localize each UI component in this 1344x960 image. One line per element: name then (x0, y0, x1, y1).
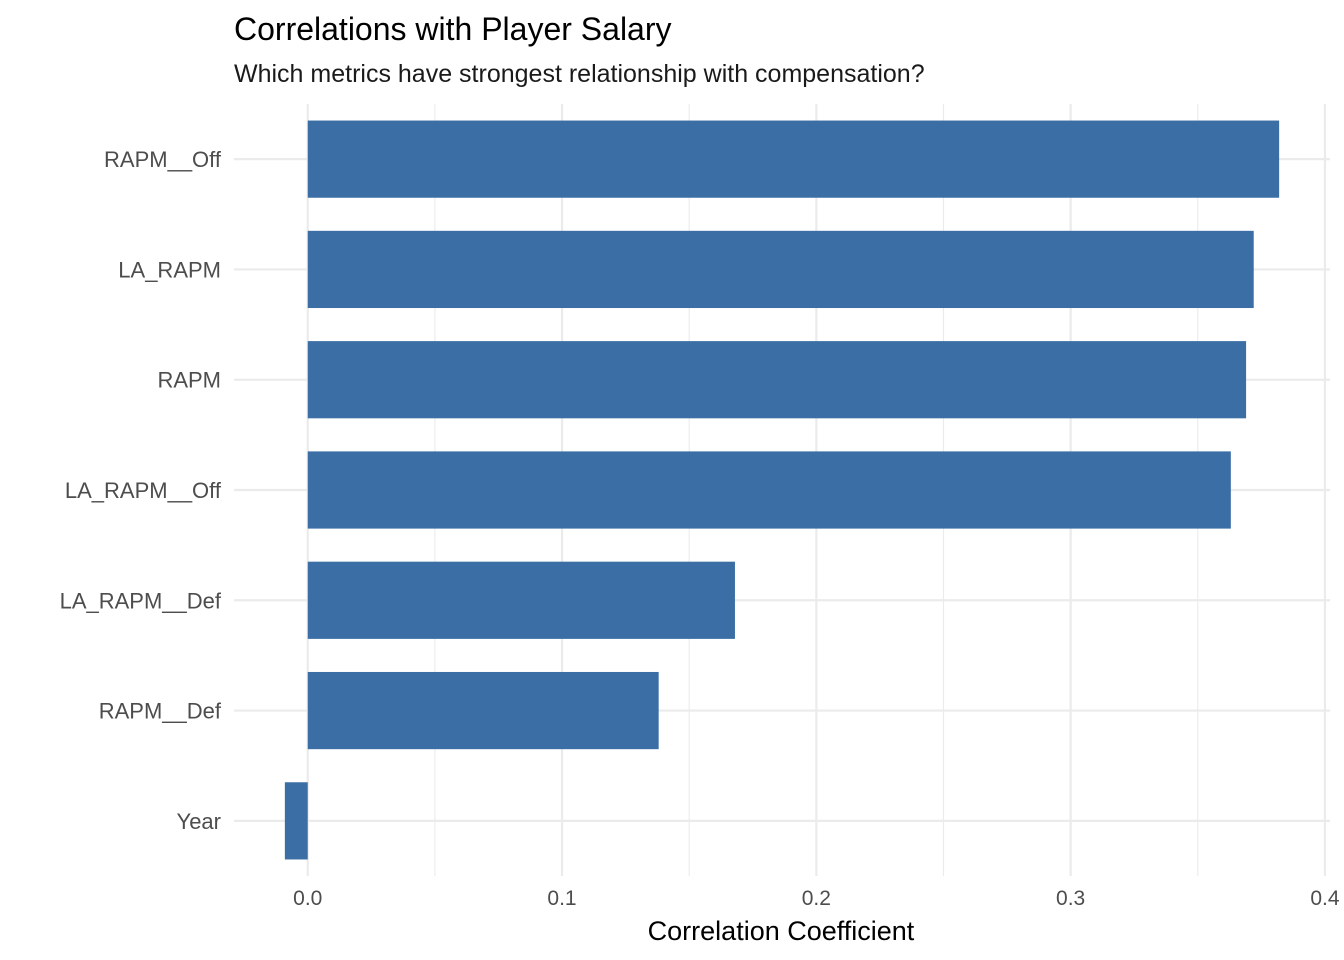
bar-rapm-off (307, 120, 1280, 198)
x-axis-label: Correlation Coefficient (648, 916, 915, 946)
x-tick-label: 0.4 (1310, 887, 1340, 910)
bars (284, 120, 1280, 860)
bar-la-rapm-off (307, 451, 1231, 529)
y-tick-label: Year (177, 809, 221, 834)
y-tick-label: RAPM (157, 368, 221, 393)
y-axis-tick-labels: RAPM__Off LA_RAPM RAPM LA_RAPM__Off LA_RAPM_… (60, 147, 222, 834)
bar-rapm-def (307, 671, 659, 750)
y-tick-label: LA_RAPM__Def (60, 588, 222, 613)
x-tick-label: 0.2 (802, 887, 831, 910)
x-axis-tick-labels: 0.0 0.1 0.2 0.3 0.4 (293, 887, 1340, 910)
bar-year (284, 782, 308, 860)
chart-subtitle: Which metrics have strongest relationshi… (234, 60, 925, 88)
y-tick-label: RAPM__Def (99, 699, 222, 724)
chart-title: Correlations with Player Salary (234, 11, 672, 47)
y-tick-label: LA_RAPM__Off (65, 478, 222, 503)
bar-la-rapm-def (307, 561, 735, 639)
bar-rapm (307, 341, 1247, 419)
bar-la-rapm (307, 230, 1254, 309)
x-tick-label: 0.1 (547, 887, 576, 910)
x-tick-label: 0.3 (1056, 887, 1085, 910)
y-tick-label: LA_RAPM (118, 257, 221, 282)
y-tick-label: RAPM__Off (104, 147, 222, 172)
x-tick-label: 0.0 (293, 887, 322, 910)
